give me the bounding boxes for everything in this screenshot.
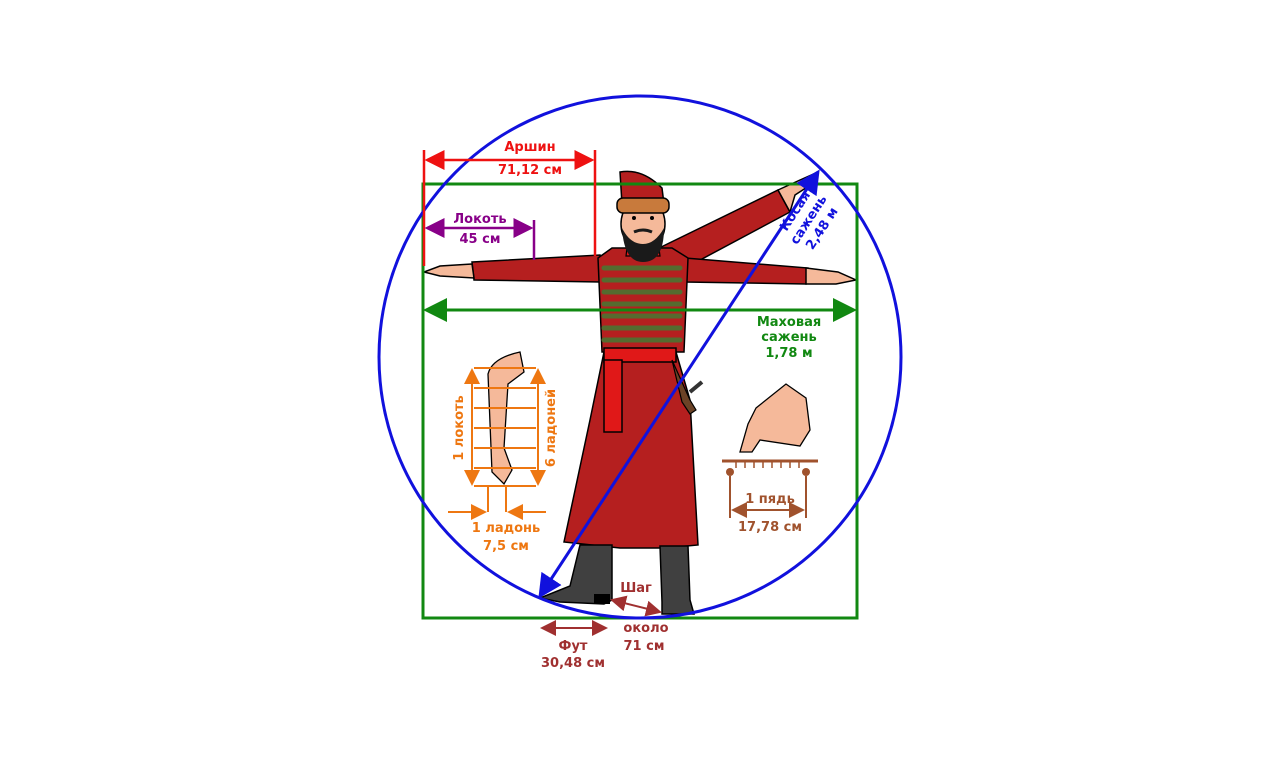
pyad-hand: [739, 383, 811, 453]
ladon-ruler: [448, 351, 546, 520]
arshin-label: Аршин: [504, 140, 555, 155]
one-lokot-label: 1 локоть: [452, 395, 467, 461]
makhovaya-label-line2: сажень: [761, 330, 816, 345]
right-arm-hand: [805, 267, 859, 285]
coat-torso: [597, 247, 689, 353]
hat-fur-band: [616, 197, 670, 214]
pyad-ruler: [722, 383, 818, 518]
six-ladoney-label: 6 ладоней: [544, 389, 559, 467]
kosaya-circle: [377, 94, 903, 620]
shag-arrow: [610, 595, 662, 617]
one-pyad-label: 1 пядь: [745, 492, 795, 507]
makhovaya-label-line1: Маховая: [757, 315, 821, 330]
ladon-value: 7,5 см: [483, 539, 529, 554]
left-arm-sleeve: [471, 254, 601, 283]
sash-end: [603, 359, 623, 433]
shag-value-line1: около: [623, 621, 668, 636]
right-boot: [659, 545, 695, 615]
kosaya-arrow: [538, 169, 820, 599]
shag-label: Шаг: [620, 581, 652, 596]
chest-frogging: [601, 265, 683, 343]
lokot-value: 45 см: [460, 232, 501, 247]
lokot-label: Локоть: [453, 212, 506, 227]
makhovaya-value: 1,78 м: [765, 346, 812, 361]
forearm: [487, 351, 525, 486]
fut-value: 30,48 см: [541, 656, 605, 671]
one-ladon-label: 1 ладонь: [472, 521, 541, 536]
shag-value-line2: 71 см: [624, 639, 665, 654]
fut-label: Фут: [559, 639, 588, 654]
pyad-value: 17,78 см: [738, 520, 802, 535]
left-arm-hand: [421, 263, 475, 279]
arshin-value: 71,12 см: [498, 163, 562, 178]
